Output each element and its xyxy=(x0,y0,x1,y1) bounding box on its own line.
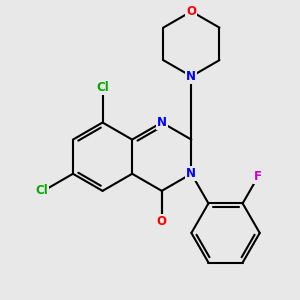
Text: O: O xyxy=(186,5,197,18)
Text: N: N xyxy=(186,167,197,180)
Text: F: F xyxy=(254,170,262,183)
Text: O: O xyxy=(157,215,167,228)
Text: N: N xyxy=(157,116,167,129)
Text: Cl: Cl xyxy=(96,81,109,94)
Text: Cl: Cl xyxy=(35,184,48,196)
Text: N: N xyxy=(186,70,197,83)
Text: Cl: Cl xyxy=(35,184,48,196)
Text: N: N xyxy=(186,70,197,83)
Text: Cl: Cl xyxy=(96,81,109,94)
Text: N: N xyxy=(186,167,197,180)
Text: O: O xyxy=(186,5,197,18)
Text: O: O xyxy=(157,215,167,228)
Text: N: N xyxy=(157,116,167,129)
Text: F: F xyxy=(254,170,262,183)
